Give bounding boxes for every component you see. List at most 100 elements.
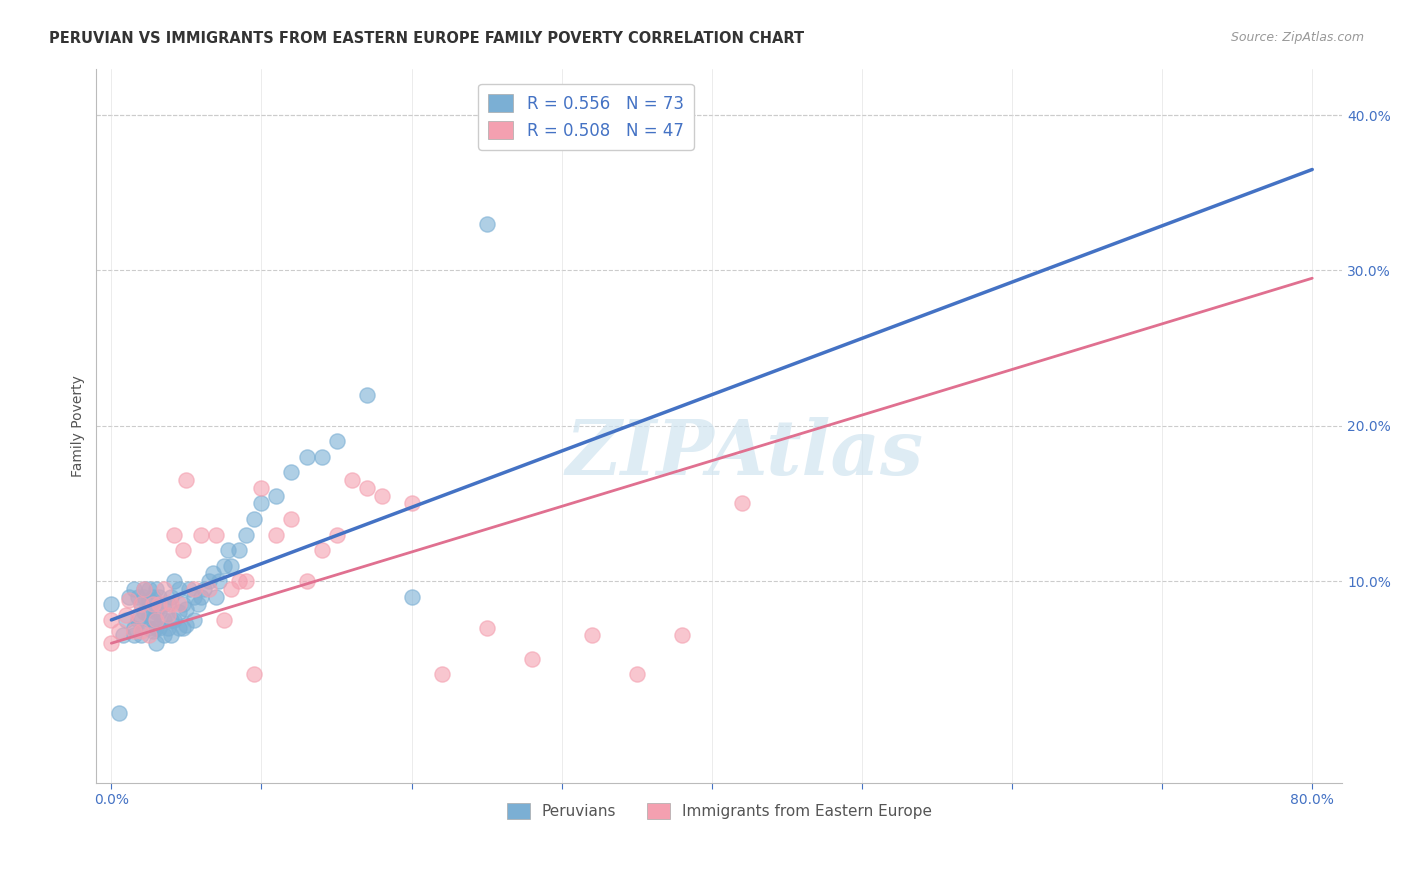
Point (217, 543, 239, 558)
Point (122, 624, 145, 638)
Point (138, 582, 160, 596)
Point (138, 602, 160, 616)
Point (153, 613, 176, 627)
Point (198, 582, 221, 596)
Point (167, 621, 190, 635)
Point (160, 598, 183, 612)
Point (198, 574, 221, 588)
Point (163, 613, 186, 627)
Point (118, 590, 141, 604)
Point (131, 628, 153, 642)
Point (179, 582, 201, 596)
Point (671, 628, 693, 642)
Point (167, 605, 190, 619)
Point (295, 450, 318, 464)
Point (157, 598, 180, 612)
Point (160, 613, 183, 627)
Point (228, 574, 250, 588)
Point (401, 590, 423, 604)
Point (160, 590, 183, 604)
Point (183, 613, 205, 627)
Point (183, 582, 205, 596)
Point (187, 598, 209, 612)
Point (212, 558, 235, 573)
Point (145, 605, 167, 619)
Point (127, 608, 149, 623)
Legend: Peruvians, Immigrants from Eastern Europe: Peruvians, Immigrants from Eastern Europ… (501, 797, 938, 825)
Point (138, 592, 160, 607)
Point (176, 617, 198, 632)
Point (221, 582, 243, 596)
Point (145, 636, 167, 650)
Point (138, 621, 160, 635)
Point (127, 590, 149, 604)
Point (235, 574, 257, 588)
Point (266, 489, 288, 503)
Point (100, 613, 122, 627)
Point (131, 598, 153, 612)
Point (167, 582, 190, 596)
Point (122, 621, 145, 635)
Point (134, 582, 156, 596)
Point (356, 481, 378, 495)
Point (250, 496, 273, 510)
Point (475, 621, 498, 635)
Point (626, 667, 648, 681)
Point (163, 574, 186, 588)
Point (142, 598, 165, 612)
Text: Source: ZipAtlas.com: Source: ZipAtlas.com (1230, 31, 1364, 45)
Point (475, 217, 498, 231)
Point (112, 628, 135, 642)
Point (167, 598, 190, 612)
Point (731, 496, 754, 510)
Point (280, 512, 302, 526)
Point (153, 582, 176, 596)
Point (190, 527, 212, 541)
Point (145, 621, 167, 635)
Point (115, 613, 138, 627)
Point (208, 574, 231, 588)
Point (221, 558, 243, 573)
Point (205, 527, 228, 541)
Point (325, 527, 347, 541)
Point (108, 624, 131, 638)
Point (157, 621, 180, 635)
Point (370, 489, 392, 503)
Point (520, 652, 543, 666)
Point (148, 605, 170, 619)
Point (138, 628, 160, 642)
Point (356, 388, 378, 402)
Point (145, 582, 167, 596)
Point (148, 590, 170, 604)
Point (243, 512, 266, 526)
Point (183, 590, 205, 604)
Point (134, 605, 156, 619)
Point (228, 543, 250, 558)
Point (138, 608, 160, 623)
Point (172, 621, 194, 635)
Point (176, 473, 198, 487)
Point (153, 628, 176, 642)
Point (250, 481, 273, 495)
Y-axis label: Family Poverty: Family Poverty (72, 375, 86, 476)
Point (581, 628, 603, 642)
Point (131, 613, 153, 627)
Point (311, 543, 333, 558)
Point (134, 582, 156, 596)
Point (172, 543, 194, 558)
Point (100, 636, 122, 650)
Point (157, 608, 180, 623)
Point (176, 602, 198, 616)
Point (235, 527, 257, 541)
Point (266, 527, 288, 541)
Point (118, 592, 141, 607)
Point (172, 598, 194, 612)
Text: PERUVIAN VS IMMIGRANTS FROM EASTERN EUROPE FAMILY POVERTY CORRELATION CHART: PERUVIAN VS IMMIGRANTS FROM EASTERN EURO… (49, 31, 804, 46)
Point (311, 450, 333, 464)
Point (202, 566, 225, 581)
Point (401, 496, 423, 510)
Point (163, 527, 186, 541)
Point (325, 434, 347, 449)
Point (122, 628, 145, 642)
Point (295, 574, 318, 588)
